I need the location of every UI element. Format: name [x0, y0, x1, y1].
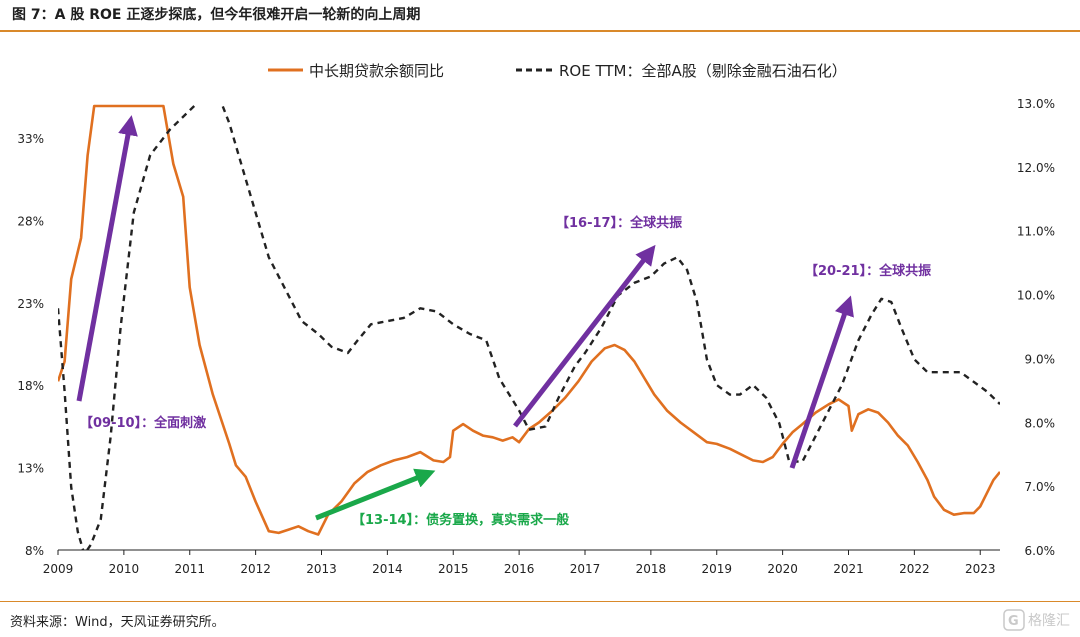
y-right-ticks: 6.0% 7.0% 8.0% 9.0% 10.0% 11.0% 12.0% 13.0% [1017, 97, 1055, 558]
y-left-tick-label: 8% [25, 544, 44, 558]
legend-label-roe: ROE TTM：全部A股（剔除金融石油石化） [559, 62, 847, 80]
x-tick-label: 2023 [965, 562, 996, 576]
y-right-tick-label: 8.0% [1025, 416, 1056, 430]
y-left-tick-label: 33% [17, 132, 44, 146]
annotation-16-17: 【16-17】：全球共振 [556, 215, 682, 231]
y-left-tick-label: 18% [17, 379, 44, 393]
x-tick-label: 2014 [372, 562, 403, 576]
trend-arrows [76, 115, 854, 521]
annotation-09-10: 【09-10】：全面刺激 [80, 415, 207, 431]
footer-divider [0, 601, 1080, 602]
annotations: 【09-10】：全面刺激 【13-14】：债务置换，真实需求一般 【16-17】… [80, 215, 931, 528]
page-title: 图 7：A 股 ROE 正逐步探底，但今年很难开启一轮新的向上周期 [12, 7, 421, 23]
x-tick-label: 2011 [174, 562, 205, 576]
legend-label-loan: 中长期贷款余额同比 [309, 62, 444, 80]
x-tick-label: 2009 [43, 562, 74, 576]
y-left-tick-label: 13% [17, 462, 44, 476]
x-tick-label: 2015 [438, 562, 469, 576]
x-tick-label: 2021 [833, 562, 864, 576]
annotation-13-14: 【13-14】：债务置换，真实需求一般 [352, 512, 569, 528]
x-tick-label: 2022 [899, 562, 930, 576]
legend: 中长期贷款余额同比 ROE TTM：全部A股（剔除金融石油石化） [268, 62, 847, 80]
chart: 中长期贷款余额同比 ROE TTM：全部A股（剔除金融石油石化） 8% 13% 18… [17, 62, 1055, 576]
y-left-ticks: 8% 13% 18% 23% 28% 33% [17, 132, 44, 558]
y-right-tick-label: 13.0% [1017, 97, 1055, 111]
arrow-13-14 [315, 468, 436, 521]
y-right-tick-label: 12.0% [1017, 161, 1055, 175]
x-tick-label: 2016 [504, 562, 535, 576]
x-tick-label: 2019 [701, 562, 732, 576]
x-tick-label: 2017 [570, 562, 601, 576]
y-right-tick-label: 10.0% [1017, 289, 1055, 303]
arrow-16-17 [513, 244, 656, 428]
series-line-roe [58, 104, 1000, 550]
arrow-09-10 [76, 115, 138, 402]
svg-text:G: G [1008, 614, 1019, 629]
y-left-tick-label: 28% [17, 214, 44, 228]
x-tick-label: 2010 [109, 562, 140, 576]
watermark-text: 格隆汇 [1028, 613, 1070, 629]
watermark-logo: G 格隆汇 [1003, 609, 1070, 631]
x-tick-label: 2013 [306, 562, 337, 576]
x-tick-label: 2012 [240, 562, 271, 576]
x-ticks: 2009 2010 2011 2012 2013 2014 2015 2016 2017 2018… [43, 550, 996, 576]
series-line-loan [58, 104, 1000, 536]
arrow-20-21 [789, 295, 854, 469]
title-divider [0, 30, 1080, 32]
y-left-tick-label: 23% [17, 297, 44, 311]
x-tick-label: 2018 [636, 562, 667, 576]
y-right-tick-label: 7.0% [1025, 480, 1056, 494]
x-tick-label: 2020 [767, 562, 798, 576]
y-right-tick-label: 6.0% [1025, 544, 1056, 558]
y-right-tick-label: 9.0% [1025, 352, 1056, 366]
annotation-20-21: 【20-21】：全球共振 [805, 263, 931, 279]
plot-area [58, 104, 1000, 550]
y-right-tick-label: 11.0% [1017, 225, 1055, 239]
source-note: 资料来源：Wind，天风证券研究所。 [10, 615, 225, 630]
